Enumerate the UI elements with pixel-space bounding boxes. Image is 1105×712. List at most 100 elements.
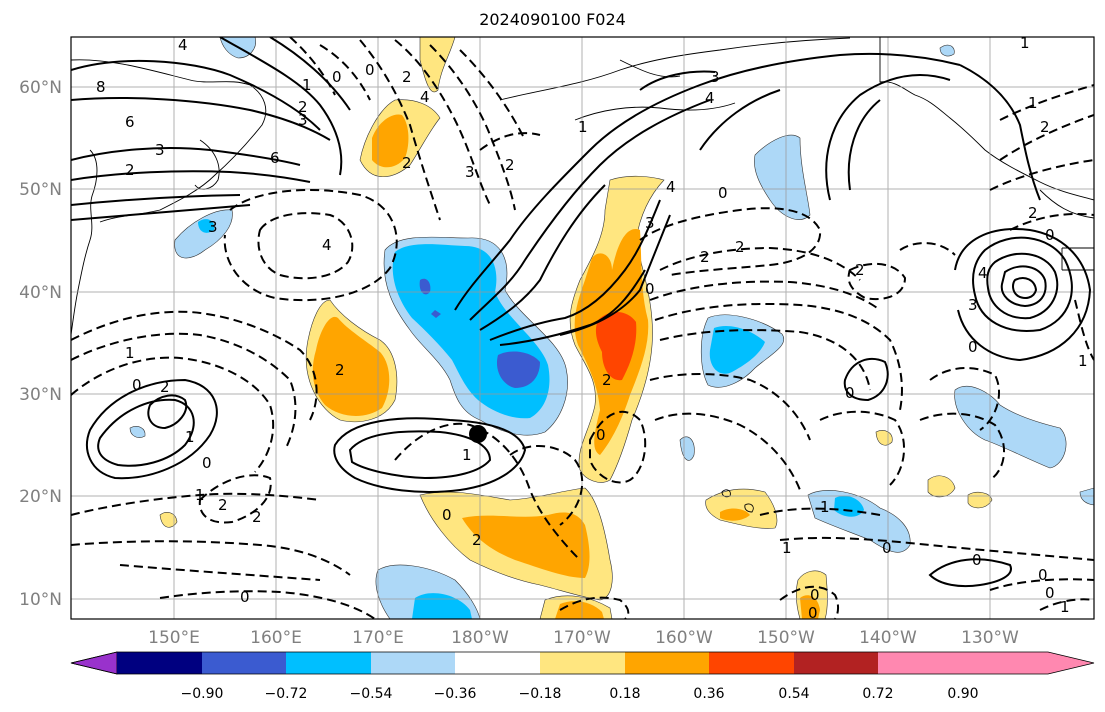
y-tick-label: 40°N xyxy=(19,283,62,303)
shade-light-yellow xyxy=(927,475,956,498)
colorbar-tick-label: 0.90 xyxy=(947,686,978,702)
contour-label: 3 xyxy=(710,68,720,86)
shade-blue xyxy=(709,325,765,374)
contour-label: 0 xyxy=(596,426,606,444)
y-tick-label: 50°N xyxy=(19,180,62,200)
contour-label: 1 xyxy=(1078,352,1088,370)
contour-label: 3 xyxy=(208,218,218,236)
x-tick-label: 160°W xyxy=(655,628,713,648)
contour-label: 0 xyxy=(332,68,342,86)
contour-label: 4 xyxy=(666,178,676,196)
y-tick-label: 10°N xyxy=(19,590,62,610)
contour-label: 0 xyxy=(972,551,982,569)
colorbar-segment xyxy=(117,652,202,674)
contour-label: 8 xyxy=(96,78,106,96)
colorbar: −0.90 −0.72 −0.54 −0.36 −0.18 0.18 0.36 … xyxy=(70,651,1095,702)
shade-orange xyxy=(720,508,750,521)
contour-label: 0 xyxy=(1038,566,1048,584)
contour-label: 2 xyxy=(735,238,745,256)
contour-label: 2 xyxy=(252,508,262,526)
x-tick-label: 180°W xyxy=(451,628,509,648)
contour-label: 1 xyxy=(185,428,195,446)
x-tick-label: 150°W xyxy=(757,628,815,648)
contour-label: 0 xyxy=(365,61,375,79)
contour-label: 0 xyxy=(240,588,250,606)
contour-label: 1 xyxy=(125,344,135,362)
colorbar-segment xyxy=(878,652,963,674)
colorbar-segment xyxy=(625,652,709,674)
shade-orange xyxy=(800,595,820,619)
contour-labels: 4 8 6 3 2 2 6 1 0 2 0 4 2 3 4 3 3 2 1 0 … xyxy=(96,36,1088,622)
colorbar-tick-label: −0.90 xyxy=(181,686,224,702)
colorbar-segment xyxy=(202,652,286,674)
shade-blue xyxy=(198,219,215,233)
contour-label: 2 xyxy=(402,68,412,86)
colorbar-segment xyxy=(540,652,625,674)
shade-light-blue xyxy=(807,490,911,553)
y-axis: 10°N 20°N 30°N 40°N 50°N 60°N xyxy=(19,78,62,610)
contour-label: 0 xyxy=(202,454,212,472)
shade-light-blue xyxy=(939,44,955,57)
contour-label: 2 xyxy=(335,361,345,379)
colorbar-segment xyxy=(455,652,540,674)
x-tick-label: 130°W xyxy=(961,628,1019,648)
contour-label: 3 xyxy=(465,163,475,181)
map-area: 4 8 6 3 2 2 6 1 0 2 0 4 2 3 4 3 3 2 1 0 … xyxy=(71,36,1094,622)
location-marker xyxy=(469,425,487,443)
contour-label: 4 xyxy=(705,89,715,107)
contour-label: 1 xyxy=(820,498,830,516)
colorbar-segment xyxy=(794,652,878,674)
contour-label: 0 xyxy=(808,604,818,622)
contour-label: 1 xyxy=(195,486,205,504)
contour-label: 1 xyxy=(782,539,792,557)
x-tick-label: 170°E xyxy=(352,628,404,648)
shade-dark-blue xyxy=(431,310,441,318)
contour-label: 2 xyxy=(855,261,865,279)
colorbar-tick-label: −0.72 xyxy=(265,686,308,702)
contour-label: 1 xyxy=(578,118,588,136)
contour-label: 6 xyxy=(125,113,135,131)
contour-label: 1 xyxy=(462,446,472,464)
contour-label: 4 xyxy=(978,264,988,282)
colorbar-tick-label: 0.36 xyxy=(693,686,724,702)
contour-label: 0 xyxy=(968,338,978,356)
shade-dark-blue xyxy=(496,351,540,388)
shade-orange xyxy=(372,114,409,168)
contour-label: 2 xyxy=(602,371,612,389)
contour-label: 1 xyxy=(1060,598,1070,616)
contour-label: 2 xyxy=(1028,204,1038,222)
map-frame xyxy=(70,36,1095,620)
contour-label: 3 xyxy=(968,296,978,314)
colorbar-tick-label: 0.54 xyxy=(778,686,809,702)
contour-label: 0 xyxy=(442,506,452,524)
contours-solid xyxy=(71,37,1092,588)
contour-label: 2 xyxy=(298,98,308,116)
contour-label: 2 xyxy=(472,531,482,549)
colorbar-extend-low xyxy=(70,651,118,675)
contour-label: 4 xyxy=(178,36,188,54)
contours-dashed xyxy=(71,37,1094,619)
contour-label: 4 xyxy=(322,236,332,254)
shade-blue xyxy=(834,495,864,517)
contour-label: 2 xyxy=(160,378,170,396)
contour-label: 0 xyxy=(845,384,855,402)
contour-label: 3 xyxy=(645,214,655,232)
chart-title: 2024090100 F024 xyxy=(479,10,626,29)
contour-label: 2 xyxy=(125,161,135,179)
shade-dark-blue xyxy=(419,278,431,295)
colorbar-tick-label: 0.72 xyxy=(862,686,893,702)
contour-label: 2 xyxy=(700,248,710,266)
contour-label: 0 xyxy=(645,280,655,298)
contour-label: 0 xyxy=(810,586,820,604)
colorbar-tick-label: −0.54 xyxy=(350,686,393,702)
contour-label: 2 xyxy=(505,156,515,174)
colorbar-tick-label: 0.18 xyxy=(609,686,640,702)
shade-light-yellow xyxy=(159,512,178,528)
shade-light-yellow xyxy=(419,37,456,93)
shade-light-blue xyxy=(954,385,1067,469)
contour-label: 2 xyxy=(218,496,228,514)
colorbar-segment xyxy=(371,652,455,674)
contour-label: 0 xyxy=(718,184,728,202)
colorbar-segment xyxy=(709,652,794,674)
